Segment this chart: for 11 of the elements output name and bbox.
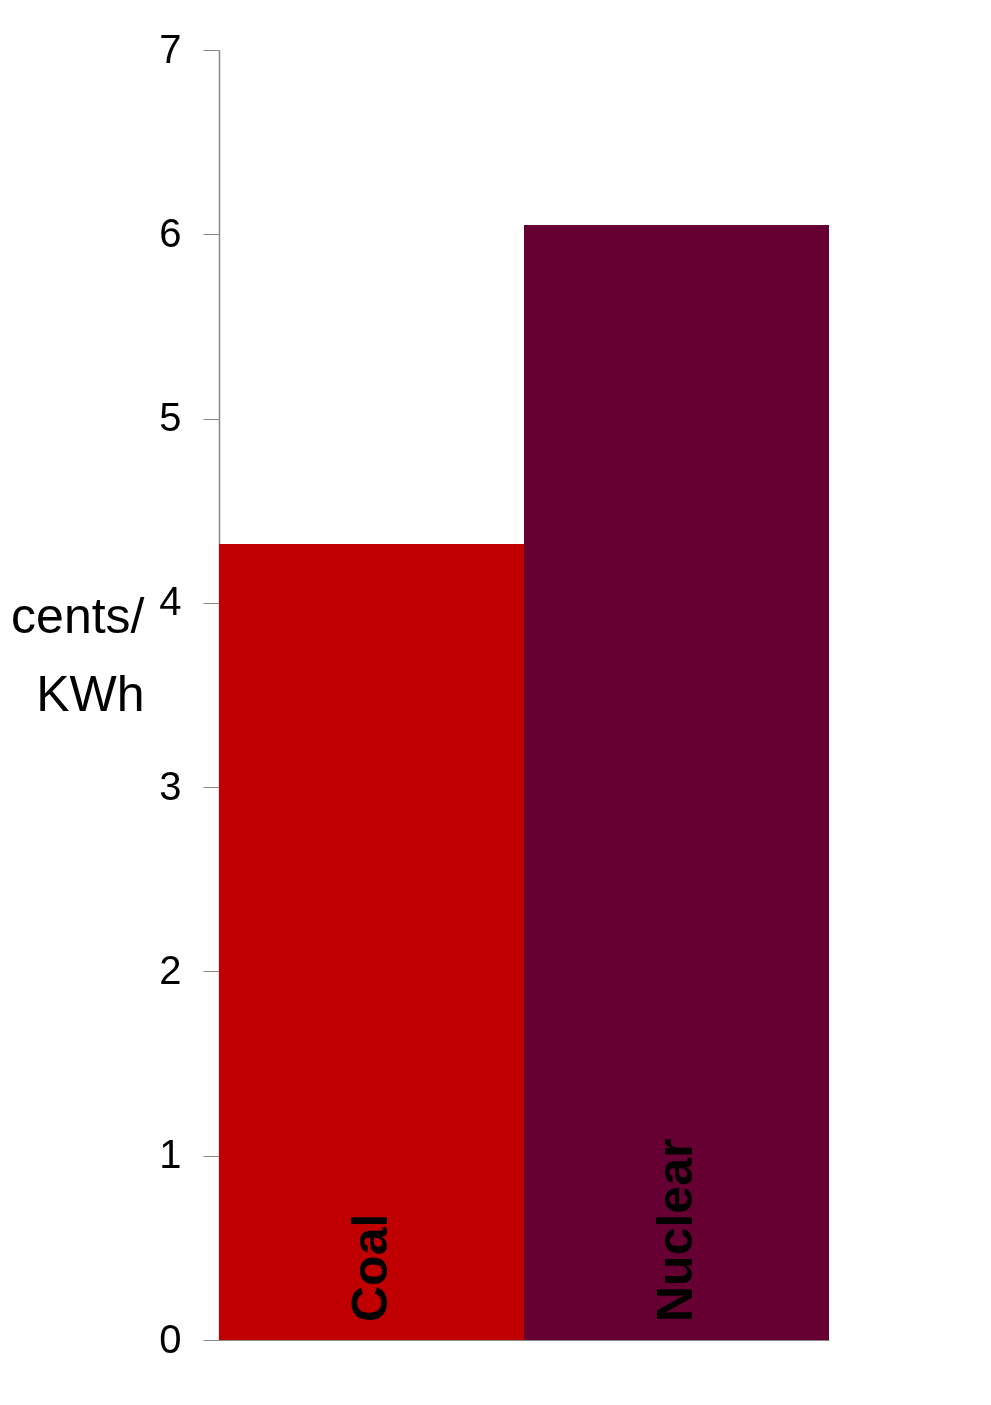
y-tick-label: 5 bbox=[159, 395, 182, 440]
y-tick-label: 2 bbox=[159, 947, 182, 992]
y-tick-label: 7 bbox=[159, 26, 182, 71]
y-tick-label: 1 bbox=[159, 1132, 182, 1177]
x-tick-label: Coal bbox=[341, 1213, 398, 1322]
y-axis-title: cents/ KWh bbox=[11, 588, 145, 723]
x-tick-label: Nuclear bbox=[646, 1138, 703, 1322]
y-tick-label: 4 bbox=[159, 579, 182, 624]
y-tick-label: 3 bbox=[159, 763, 182, 808]
y-tick-label: 6 bbox=[159, 210, 182, 255]
y-tick-label: 0 bbox=[159, 1316, 182, 1361]
